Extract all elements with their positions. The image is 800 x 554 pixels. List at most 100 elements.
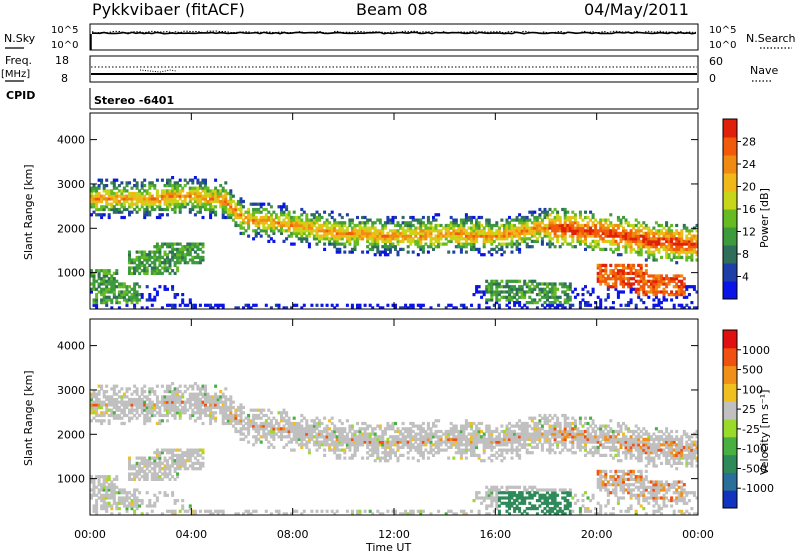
power-cell bbox=[622, 290, 625, 294]
power-cell bbox=[160, 306, 164, 310]
power-cell bbox=[140, 263, 144, 267]
power-cell bbox=[381, 306, 385, 310]
velocity-cell bbox=[269, 432, 273, 436]
power-cell bbox=[206, 207, 210, 212]
velocity-cell bbox=[244, 427, 248, 431]
power-cell bbox=[677, 274, 681, 278]
power-cell bbox=[231, 199, 235, 204]
power-cell bbox=[193, 245, 197, 249]
power-cell bbox=[634, 239, 638, 243]
velocity-cell bbox=[330, 416, 334, 420]
velocity-cell bbox=[274, 421, 278, 426]
velocity-cell bbox=[406, 512, 410, 516]
velocity-cell bbox=[120, 397, 124, 402]
power-cell bbox=[394, 237, 397, 241]
velocity-cell bbox=[312, 421, 316, 426]
power-cell bbox=[383, 253, 387, 257]
power-cell bbox=[163, 202, 167, 206]
velocity-cell bbox=[168, 509, 172, 513]
power-cell bbox=[563, 282, 567, 286]
velocity-cell bbox=[328, 427, 332, 431]
velocity-cell bbox=[262, 429, 266, 434]
velocity-cell bbox=[277, 435, 281, 439]
power-cell bbox=[573, 287, 577, 291]
velocity-cell bbox=[173, 477, 177, 481]
power-cell bbox=[312, 237, 316, 241]
velocity-cell bbox=[130, 397, 134, 402]
power-cell bbox=[300, 234, 304, 238]
power-cell bbox=[282, 205, 286, 209]
freq-unit: [MHz] bbox=[1, 69, 30, 80]
power-cell bbox=[622, 245, 625, 249]
velocity-cell bbox=[257, 416, 261, 420]
power-cell bbox=[637, 237, 641, 241]
power-cell bbox=[475, 223, 479, 228]
power-cell bbox=[533, 221, 537, 225]
velocity-cell bbox=[122, 413, 126, 418]
power-cell bbox=[307, 245, 311, 249]
power-cell bbox=[551, 218, 555, 222]
power-cell bbox=[335, 242, 339, 246]
power-cell bbox=[211, 205, 215, 209]
power-cell bbox=[128, 266, 131, 270]
velocity-cell bbox=[482, 496, 486, 500]
power-cell bbox=[371, 231, 375, 235]
power-cell bbox=[216, 199, 220, 204]
power-cell bbox=[128, 261, 131, 265]
power-cell bbox=[325, 234, 329, 238]
power-cell bbox=[647, 237, 651, 241]
velocity-cell bbox=[150, 467, 154, 471]
power-cell bbox=[439, 242, 443, 246]
velocity-cell bbox=[444, 432, 448, 436]
velocity-cell bbox=[168, 448, 172, 452]
power-cell bbox=[219, 202, 223, 206]
velocity-cell bbox=[470, 437, 473, 441]
power-cell bbox=[649, 274, 653, 278]
velocity-cell bbox=[254, 437, 258, 441]
power-cell bbox=[110, 306, 114, 310]
power-cell bbox=[115, 207, 119, 212]
power-cell bbox=[553, 295, 557, 299]
velocity-cell bbox=[383, 451, 387, 455]
power-cell bbox=[675, 255, 679, 259]
power-cell bbox=[591, 239, 595, 243]
power-cell bbox=[100, 194, 104, 198]
power-cell bbox=[563, 234, 567, 238]
power-cell bbox=[452, 223, 456, 228]
velocity-cell bbox=[485, 493, 489, 497]
power-cell bbox=[404, 223, 408, 228]
power-cell bbox=[176, 269, 180, 273]
velocity-cell bbox=[176, 390, 180, 394]
velocity-cell bbox=[287, 419, 291, 423]
velocity-cell bbox=[92, 507, 96, 511]
power-cell bbox=[274, 213, 278, 217]
power-cell bbox=[343, 223, 347, 228]
power-cell bbox=[586, 303, 590, 307]
velocity-cell bbox=[135, 499, 139, 503]
power-cell bbox=[609, 271, 613, 275]
power-cell bbox=[224, 202, 228, 206]
velocity-cell bbox=[315, 421, 319, 426]
power-cell bbox=[221, 199, 225, 204]
power-cell bbox=[214, 197, 218, 201]
velocity-cell bbox=[171, 491, 175, 495]
velocity-cell bbox=[419, 435, 423, 439]
power-cell bbox=[173, 199, 177, 204]
power-cell bbox=[672, 237, 676, 241]
power-cell bbox=[122, 293, 126, 297]
velocity-cell bbox=[97, 488, 101, 492]
power-cell bbox=[160, 245, 164, 249]
power-cell bbox=[388, 221, 392, 225]
velocity-cell bbox=[368, 448, 372, 452]
power-cell bbox=[110, 205, 114, 209]
power-cell bbox=[480, 234, 484, 238]
power-cell bbox=[112, 279, 116, 283]
velocity-cell bbox=[320, 432, 324, 436]
power-cell bbox=[264, 221, 268, 225]
power-cell bbox=[434, 218, 438, 222]
power-cell bbox=[160, 266, 164, 270]
velocity-cell bbox=[480, 435, 484, 439]
power-cell bbox=[130, 191, 134, 196]
power-cell bbox=[206, 199, 210, 204]
velocity-cell bbox=[196, 387, 200, 391]
